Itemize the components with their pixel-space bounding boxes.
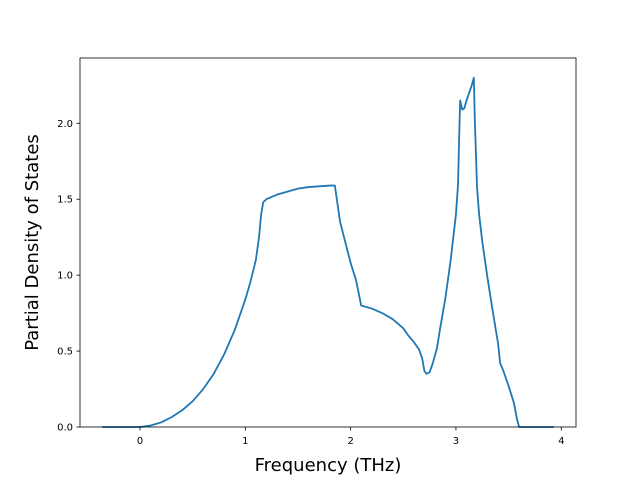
y-tick-label: 0.5 [57,347,73,358]
x-tick-label: 0 [137,436,143,447]
y-tick-label: 1.5 [57,195,73,206]
x-tick-label: 4 [558,436,564,447]
y-tick-label: 2.0 [57,119,73,130]
x-axis-label: Frequency (THz) [255,455,402,476]
plot-area [102,76,554,428]
series-line-0 [102,76,554,428]
y-axis-label: Partial Density of States [22,134,43,351]
x-tick-label: 1 [242,436,248,447]
y-tick-label: 0.0 [57,423,73,434]
axes-frame [79,57,577,428]
x-tick-label: 2 [347,436,353,447]
ticks: 0 1 2 3 4 0.0 0.5 1.0 1.5 2.0 [57,119,564,447]
y-tick-label: 1.0 [57,271,73,282]
x-tick-label: 3 [453,436,459,447]
